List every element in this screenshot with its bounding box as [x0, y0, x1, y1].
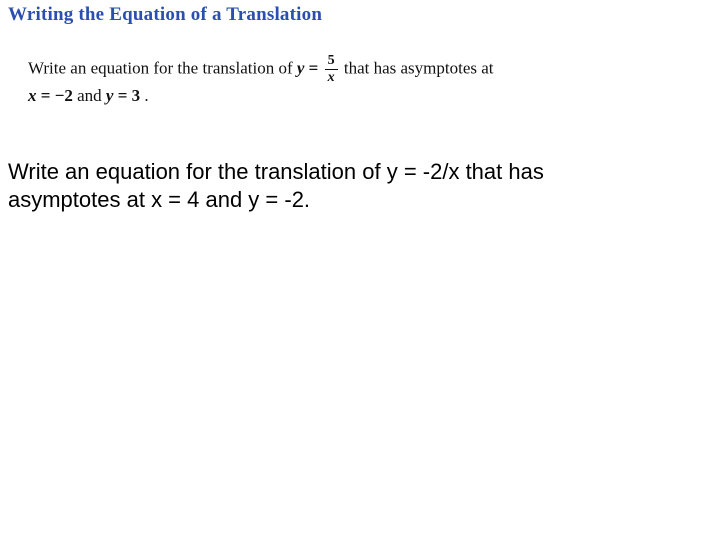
section-title: Writing the Equation of a Translation	[8, 4, 322, 26]
var-y: y	[297, 58, 305, 77]
var-y-2: y	[106, 86, 114, 105]
and-word: and	[77, 86, 106, 105]
equals-1: =	[309, 58, 323, 77]
fraction-denominator: x	[325, 70, 338, 85]
var-x: x	[28, 86, 37, 105]
example-lead-text: Write an equation for the translation of	[28, 58, 297, 77]
example-tail-1: that has asymptotes at	[344, 58, 494, 77]
body-line-1: Write an equation for the translation of…	[8, 158, 608, 186]
x-value: −2	[55, 86, 73, 105]
equals-2: =	[41, 86, 55, 105]
y-value: 3	[132, 86, 141, 105]
fraction-5-over-x: 5 x	[325, 54, 338, 85]
body-prompt: Write an equation for the translation of…	[8, 158, 608, 213]
equals-3: =	[118, 86, 132, 105]
example-line-2: x = −2 and y = 3 .	[28, 85, 688, 108]
example-prompt: Write an equation for the translation of…	[28, 54, 688, 108]
slide-page: Writing the Equation of a Translation Wr…	[0, 0, 720, 540]
period: .	[144, 86, 148, 105]
body-line-2: asymptotes at x = 4 and y = -2.	[8, 186, 608, 214]
fraction-numerator: 5	[325, 54, 338, 70]
example-line-1: Write an equation for the translation of…	[28, 54, 688, 85]
